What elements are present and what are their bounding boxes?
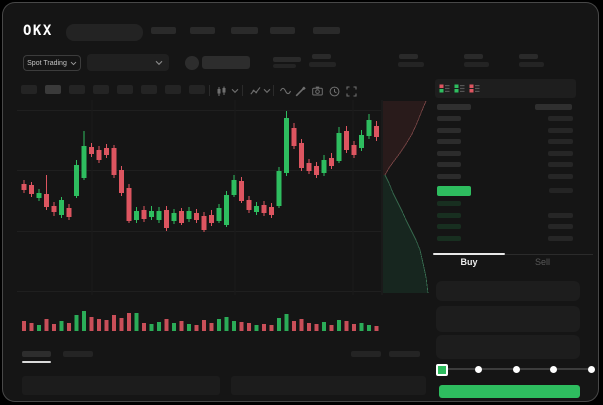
- tab-divider: [505, 254, 593, 255]
- balance-sub-placeholder: [273, 64, 296, 68]
- nav-item-placeholder[interactable]: [231, 27, 258, 34]
- pair-selector-dropdown[interactable]: [87, 54, 169, 71]
- slider-dot[interactable]: [587, 365, 595, 373]
- timeframe-button[interactable]: [165, 85, 181, 94]
- orderbook-row-bar: [437, 116, 461, 121]
- nav-item-placeholder[interactable]: [190, 27, 215, 34]
- orderbook-view-both-icon[interactable]: [439, 83, 450, 94]
- order-amount-field[interactable]: [436, 306, 580, 332]
- orderbook-row-bar: [548, 127, 573, 133]
- bottom-tab-underline: [22, 361, 51, 363]
- orderbook-row-bar: [437, 224, 461, 229]
- camera-icon[interactable]: [311, 85, 323, 97]
- slider-dot[interactable]: [512, 365, 520, 373]
- tab-buy[interactable]: Buy: [460, 257, 478, 267]
- timeframe-button[interactable]: [189, 85, 205, 94]
- orderbook-view-asks-icon[interactable]: [469, 83, 480, 94]
- orderbook-row-bar: [437, 150, 461, 156]
- orderbook-row-bar: [437, 201, 461, 206]
- bottom-tab-active[interactable]: [22, 351, 51, 357]
- chevron-down-icon: [155, 60, 163, 65]
- indicator-icon[interactable]: [249, 85, 261, 97]
- chart-type-icon[interactable]: [215, 85, 227, 97]
- okx-logo: OKX: [23, 23, 53, 39]
- header-button-placeholder[interactable]: [202, 56, 250, 69]
- nav-item-placeholder[interactable]: [270, 27, 295, 34]
- slider-handle[interactable]: [436, 364, 448, 376]
- timeframe-button[interactable]: [21, 85, 37, 94]
- order-total-field[interactable]: [436, 335, 580, 359]
- tab-sell[interactable]: Sell: [534, 257, 550, 267]
- orderbook-view-bids-icon[interactable]: [454, 83, 465, 94]
- timeframe-button[interactable]: [117, 85, 133, 94]
- orderbook-row-bar: [548, 235, 573, 241]
- market-type-label: Spot Trading: [27, 59, 67, 67]
- bottom-panel-placeholder: [22, 376, 220, 395]
- nav-item-placeholder[interactable]: [151, 27, 176, 34]
- bottom-panel-placeholder: [231, 376, 426, 395]
- history-clock-icon[interactable]: [328, 85, 340, 97]
- orderbook-row-bar: [548, 173, 573, 179]
- nav-item-placeholder[interactable]: [313, 27, 340, 34]
- timeframe-button[interactable]: [93, 85, 109, 94]
- timeframe-button[interactable]: [141, 85, 157, 94]
- buy-submit-button[interactable]: [439, 385, 580, 398]
- fullscreen-icon[interactable]: [345, 85, 357, 97]
- bottom-stat-placeholder: [389, 351, 420, 357]
- chevron-down-icon: [70, 61, 77, 65]
- orderbook-row-bar: [548, 150, 573, 156]
- bottom-stat-placeholder: [351, 351, 381, 357]
- orderbook-row-bar: [437, 139, 461, 144]
- chevron-down-icon[interactable]: [262, 85, 271, 97]
- orderbook-last-amount: [549, 188, 573, 193]
- line-tool-icon[interactable]: [279, 85, 291, 97]
- market-type-dropdown[interactable]: Spot Trading: [23, 55, 81, 71]
- orderbook-row-bar: [437, 162, 461, 167]
- slider-dot[interactable]: [475, 365, 482, 373]
- slider-dot[interactable]: [550, 365, 557, 373]
- orderbook-last-price[interactable]: [437, 186, 471, 196]
- balance-placeholder: [273, 57, 301, 62]
- search-input[interactable]: [66, 24, 143, 41]
- timeframe-button-selected[interactable]: [45, 85, 61, 94]
- orderbook-header-strip: [435, 79, 576, 98]
- buy-tab-underline: [433, 253, 505, 255]
- bottom-tab[interactable]: [63, 351, 93, 357]
- asset-coin-icon: [185, 56, 199, 70]
- orderbook-row-bar: [548, 224, 573, 229]
- orderbook-row-bar: [437, 173, 461, 179]
- orderbook-row-bar: [437, 127, 461, 133]
- percent-slider: [3, 3, 598, 401]
- orderbook-row-bar: [437, 235, 461, 241]
- timeframe-button[interactable]: [69, 85, 85, 94]
- chevron-down-icon[interactable]: [230, 85, 239, 97]
- price-chart[interactable]: [17, 98, 433, 344]
- orderbook-col-header-price: [437, 104, 471, 110]
- orderbook-row-bar: [548, 162, 573, 167]
- orderbook-col-header-amount: [535, 104, 572, 110]
- app-window: OKX Spot Trading: [2, 2, 599, 402]
- order-price-field[interactable]: [436, 281, 580, 301]
- orderbook-row-bar: [548, 139, 573, 144]
- orderbook-row-bar: [437, 212, 461, 218]
- orderbook-row-bar: [548, 212, 573, 218]
- draw-tool-icon[interactable]: [294, 85, 306, 97]
- orderbook-row-bar: [548, 116, 573, 121]
